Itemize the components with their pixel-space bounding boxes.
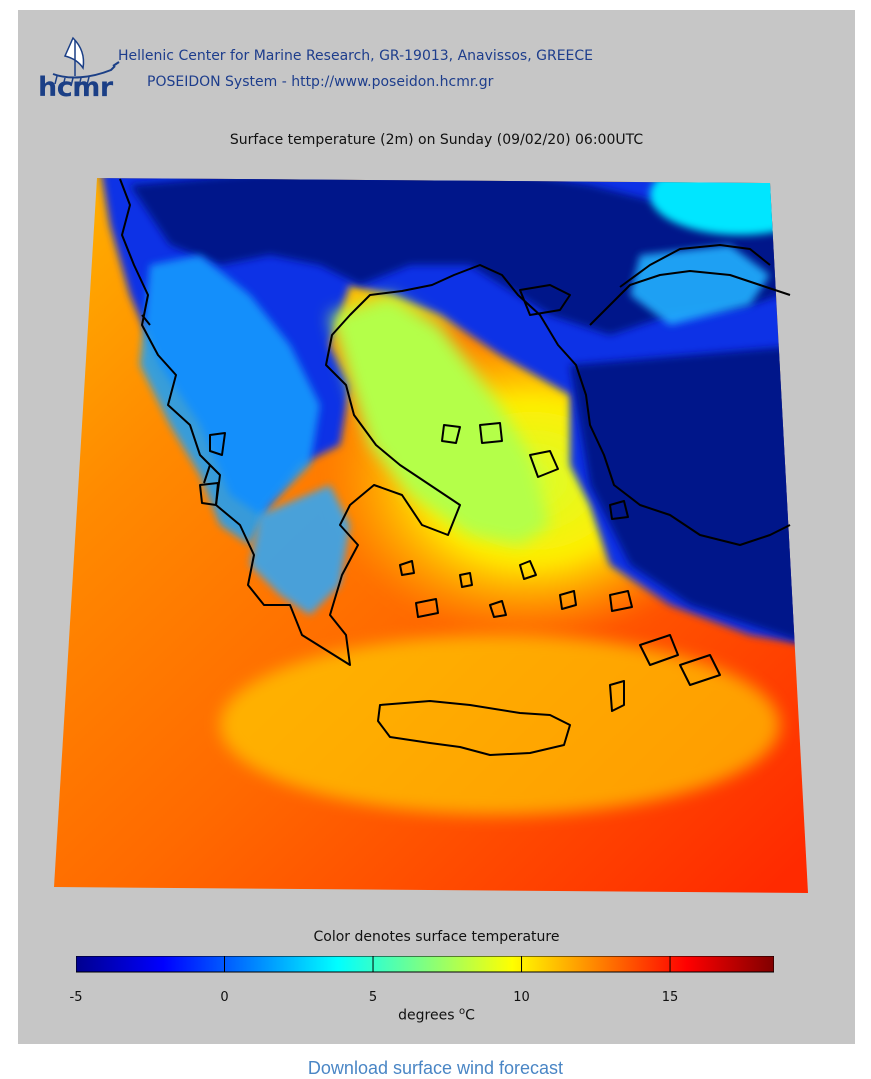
institution-line: Hellenic Center for Marine Research, GR-…	[118, 48, 594, 64]
colorbar-tick-marks	[76, 956, 671, 972]
units-degree: o	[458, 1006, 466, 1017]
hcmr-ship-logo-icon	[52, 36, 120, 87]
units-letter: C	[465, 1007, 475, 1024]
units-label: degrees oC	[18, 1006, 855, 1024]
colorbar-title: Color denotes surface temperature	[313, 929, 560, 945]
map-title: Surface temperature (2m) on Sunday (09/0…	[229, 132, 644, 148]
coastlines	[119, 178, 791, 756]
temperature-map	[54, 178, 808, 893]
colorbar-tick-label: -5	[69, 990, 83, 1005]
colorbar	[76, 956, 774, 973]
colorbar-tick-label: 15	[661, 990, 679, 1005]
units-word: degrees	[398, 1007, 455, 1024]
colorbar-tick-label: 5	[368, 990, 378, 1005]
logo-text: hcmr	[38, 72, 113, 103]
temperature-field	[54, 178, 808, 893]
system-line: POSEIDON System - http://www.poseidon.hc…	[147, 74, 494, 90]
download-wind-link[interactable]: Download surface wind forecast	[307, 1058, 564, 1078]
colorbar-tick-label: 0	[220, 990, 229, 1005]
forecast-panel: hcmr Hellenic Center for Marine Research…	[18, 10, 855, 1044]
colorbar-tick-label: 10	[513, 990, 530, 1005]
